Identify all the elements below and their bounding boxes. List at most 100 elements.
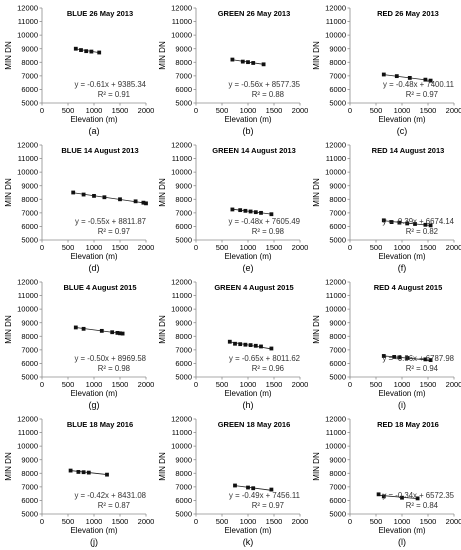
y-tick-label: 8000 — [21, 195, 38, 204]
y-axis-label: MIN DN — [312, 178, 321, 207]
x-tick-label: 1500 — [112, 106, 129, 115]
data-point — [144, 201, 148, 206]
y-tick-label: 12000 — [325, 278, 346, 287]
y-tick-label: 10000 — [171, 442, 192, 451]
data-point — [259, 210, 263, 215]
x-tick-label: 1000 — [394, 380, 411, 389]
chart-panel-5: 5000 6000 7000 8000 9000 10000 11000 12000 0 500 1… — [158, 141, 308, 273]
x-tick-label: 500 — [62, 106, 75, 115]
panel-label: (h) — [243, 400, 254, 410]
y-tick-label: 8000 — [175, 58, 192, 67]
data-point — [97, 50, 102, 55]
x-tick-label: 2000 — [138, 243, 155, 252]
data-point — [141, 200, 146, 205]
x-tick-label: 1500 — [420, 517, 437, 526]
y-tick-label: 12000 — [171, 4, 192, 13]
data-point — [253, 210, 258, 215]
x-tick-label: 1000 — [240, 106, 257, 115]
x-tick-label: 0 — [348, 517, 352, 526]
y-tick-label: 5000 — [329, 373, 346, 382]
x-tick-label: 1000 — [86, 517, 103, 526]
data-point — [230, 57, 235, 62]
r-squared-label: R² = 0.98 — [252, 227, 284, 236]
r-squared-label: R² = 0.88 — [252, 90, 284, 99]
x-tick-label: 1500 — [266, 106, 283, 115]
data-point — [405, 221, 410, 226]
x-axis-label: Elevation (m) — [378, 252, 425, 261]
data-point — [81, 326, 86, 331]
y-tick-label: 9000 — [175, 318, 192, 327]
data-point — [81, 470, 86, 475]
chart-title: RED 18 May 2016 — [377, 420, 439, 429]
y-tick-label: 11000 — [172, 428, 192, 437]
regression-equation: y = -0.36x + 6787.98 — [382, 354, 454, 363]
x-axis-label: Elevation (m) — [70, 115, 117, 124]
data-point — [381, 72, 386, 77]
x-tick-label: 0 — [194, 243, 198, 252]
y-tick-label: 6000 — [21, 359, 38, 368]
y-tick-label: 6000 — [329, 496, 346, 505]
data-point — [389, 220, 394, 224]
x-tick-label: 1500 — [266, 380, 283, 389]
chart-title: BLUE 14 August 2013 — [61, 146, 138, 155]
data-point — [397, 220, 402, 225]
y-tick-label: 5000 — [175, 510, 192, 519]
y-tick-label: 7000 — [329, 71, 346, 80]
regression-equation: y = -0.50x + 8969.58 — [74, 354, 146, 363]
y-tick-label: 6000 — [329, 222, 346, 231]
x-tick-label: 1000 — [394, 517, 411, 526]
chart-panel-4: 5000 6000 7000 8000 9000 10000 11000 12000 0 500 1… — [4, 141, 155, 273]
panel-label: (j) — [90, 537, 98, 547]
regression-equation: y = -0.49x + 7456.11 — [229, 491, 300, 500]
data-point — [81, 192, 86, 197]
panel-label: (a) — [89, 126, 100, 136]
x-tick-label: 2000 — [446, 517, 461, 526]
y-tick-label: 8000 — [21, 469, 38, 478]
x-axis-label: Elevation (m) — [378, 526, 425, 535]
y-tick-label: 6000 — [329, 359, 346, 368]
y-tick-label: 11000 — [326, 154, 346, 163]
x-tick-label: 0 — [348, 243, 352, 252]
x-axis-label: Elevation (m) — [224, 389, 271, 398]
y-tick-label: 8000 — [329, 332, 346, 341]
x-tick-label: 1000 — [86, 106, 103, 115]
y-tick-label: 5000 — [175, 236, 192, 245]
y-tick-label: 11000 — [18, 154, 38, 163]
y-tick-label: 8000 — [21, 332, 38, 341]
y-tick-label: 5000 — [329, 236, 346, 245]
x-tick-label: 1500 — [420, 380, 437, 389]
chart-title: BLUE 4 August 2015 — [63, 283, 136, 292]
x-tick-label: 500 — [216, 380, 229, 389]
x-tick-label: 1000 — [240, 517, 257, 526]
y-axis-label: MIN DN — [158, 315, 167, 344]
y-tick-label: 10000 — [171, 305, 192, 314]
y-tick-label: 9000 — [329, 44, 346, 53]
y-tick-label: 11000 — [18, 428, 38, 437]
y-tick-label: 12000 — [325, 141, 346, 150]
x-tick-label: 500 — [370, 517, 383, 526]
x-tick-label: 500 — [62, 243, 75, 252]
y-tick-label: 12000 — [171, 415, 192, 424]
data-point — [397, 355, 402, 360]
y-tick-label: 6000 — [175, 85, 192, 94]
y-tick-label: 6000 — [21, 496, 38, 505]
y-tick-label: 11000 — [326, 17, 346, 26]
x-tick-label: 1000 — [240, 380, 257, 389]
data-point — [269, 346, 274, 351]
data-point — [243, 342, 248, 347]
data-point — [423, 77, 428, 82]
y-tick-label: 12000 — [325, 4, 346, 13]
x-tick-label: 2000 — [446, 106, 461, 115]
x-tick-label: 1000 — [394, 106, 411, 115]
panel-label: (c) — [397, 126, 408, 136]
chart-title: GREEN 14 August 2013 — [212, 146, 296, 155]
data-point — [381, 494, 386, 499]
x-tick-label: 0 — [40, 243, 44, 252]
y-tick-label: 8000 — [175, 195, 192, 204]
data-point — [233, 341, 237, 346]
x-tick-label: 1000 — [86, 380, 103, 389]
data-point — [243, 208, 248, 213]
x-tick-label: 500 — [216, 106, 229, 115]
y-tick-label: 6000 — [21, 222, 38, 231]
